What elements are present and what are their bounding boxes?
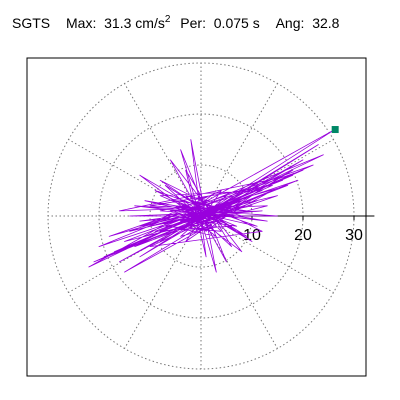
max-label: Max: (66, 15, 97, 31)
grid-spoke (200, 215, 334, 293)
peak-marker (331, 126, 339, 134)
radial-axis: 10 20 30 (201, 215, 375, 244)
station-code: SGTS (12, 15, 51, 31)
ang-label: Ang: (275, 15, 305, 31)
motion-trace (88, 128, 336, 273)
max-unit-exponent: 2 (164, 14, 171, 25)
grid-spoke (200, 83, 278, 217)
per-label: Per: (180, 15, 206, 31)
chart-header: SGTS Max: 31.3 cm/s2 Per: 0.075 s Ang: 3… (12, 14, 340, 32)
max-unit: cm/s (135, 15, 165, 31)
plot-frame (26, 57, 367, 377)
per-value: 0.075 s (213, 15, 260, 31)
ang-value: 32.8 (312, 15, 340, 31)
r-tick-label: 20 (294, 227, 312, 244)
trace-layer (88, 128, 336, 273)
peak-layer (331, 126, 339, 134)
r-tick-label: 10 (243, 227, 261, 244)
r-tick-label: 30 (345, 227, 363, 244)
max-value: 31.3 (104, 15, 132, 31)
